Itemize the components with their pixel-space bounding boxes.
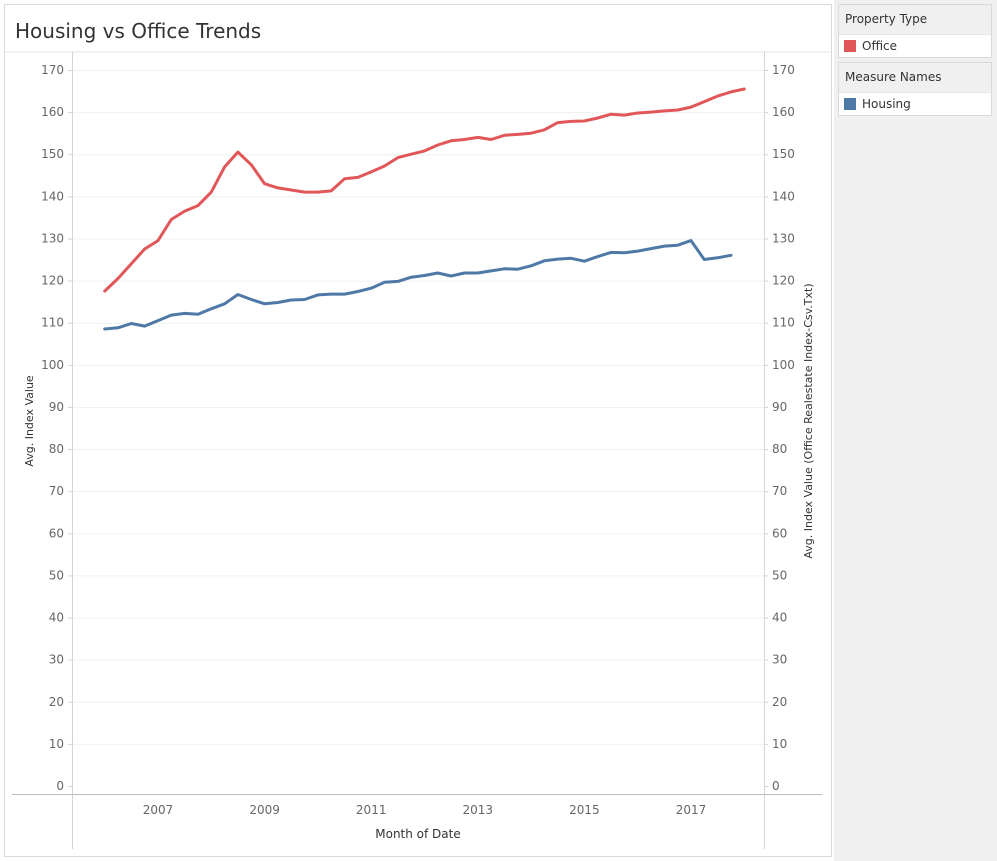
y-tick-label-left: 80 — [49, 442, 64, 456]
legend-measure-names: Measure Names Housing — [838, 62, 992, 116]
y-tick-label-right: 90 — [772, 400, 787, 414]
x-tick-label: 2011 — [356, 803, 387, 817]
y-tick-label-left: 110 — [41, 316, 64, 330]
legend-title: Measure Names — [839, 63, 991, 93]
y-tick-label-right: 120 — [772, 274, 795, 288]
y-tick-label-left: 120 — [41, 274, 64, 288]
y-tick-label-right: 40 — [772, 611, 787, 625]
y-axis-title-left: Avg. Index Value — [23, 375, 36, 467]
y-tick-label-left: 130 — [41, 231, 64, 245]
x-axis-title: Month of Date — [375, 827, 461, 841]
y-tick-label-right: 70 — [772, 484, 787, 498]
y-tick-label-left: 160 — [41, 105, 64, 119]
y-tick-label-right: 130 — [772, 231, 795, 245]
line-chart: 0 0 10 10 20 20 30 30 40 40 50 50 60 60 70 70 80 80 90 90 10… — [0, 0, 832, 861]
y-tick-label-left: 10 — [49, 737, 64, 751]
y-tick-label-right: 20 — [772, 695, 787, 709]
y-tick-label-right: 60 — [772, 526, 787, 540]
y-tick-label-right: 140 — [772, 189, 795, 203]
y-tick-label-left: 30 — [49, 653, 64, 667]
series-line-office — [105, 89, 745, 291]
x-tick-label: 2007 — [143, 803, 174, 817]
y-tick-label-right: 50 — [772, 568, 787, 582]
y-tick-label-left: 90 — [49, 400, 64, 414]
y-tick-label-left: 150 — [41, 147, 64, 161]
legend-panel: Property Type Office Measure Names Housi… — [834, 0, 997, 861]
y-tick-label-left: 60 — [49, 526, 64, 540]
y-tick-label-left: 20 — [49, 695, 64, 709]
y-tick-label-left: 100 — [41, 358, 64, 372]
y-tick-label-right: 160 — [772, 105, 795, 119]
series-line-housing — [105, 241, 731, 329]
x-tick-label: 2015 — [569, 803, 600, 817]
y-tick-label-left: 0 — [56, 779, 64, 793]
legend-item-label: Office — [862, 39, 897, 53]
legend-title: Property Type — [839, 5, 991, 35]
y-tick-label-left: 40 — [49, 611, 64, 625]
color-swatch — [844, 40, 856, 52]
y-tick-label-right: 110 — [772, 316, 795, 330]
x-tick-label: 2013 — [463, 803, 494, 817]
x-tick-label: 2017 — [676, 803, 707, 817]
y-tick-label-left: 140 — [41, 189, 64, 203]
y-axis-title-right: Avg. Index Value (Office Realestate Inde… — [802, 283, 815, 558]
y-tick-label-right: 0 — [772, 779, 780, 793]
legend-item-office[interactable]: Office — [839, 35, 991, 57]
y-tick-label-right: 100 — [772, 358, 795, 372]
legend-item-housing[interactable]: Housing — [839, 93, 991, 115]
y-tick-label-left: 50 — [49, 568, 64, 582]
y-tick-label-right: 30 — [772, 653, 787, 667]
y-tick-label-right: 10 — [772, 737, 787, 751]
y-tick-label-left: 170 — [41, 63, 64, 77]
legend-item-label: Housing — [862, 97, 911, 111]
y-tick-label-right: 80 — [772, 442, 787, 456]
legend-property-type: Property Type Office — [838, 4, 992, 58]
y-tick-label-left: 70 — [49, 484, 64, 498]
color-swatch — [844, 98, 856, 110]
y-tick-label-right: 170 — [772, 63, 795, 77]
y-tick-label-right: 150 — [772, 147, 795, 161]
x-tick-label: 2009 — [249, 803, 280, 817]
